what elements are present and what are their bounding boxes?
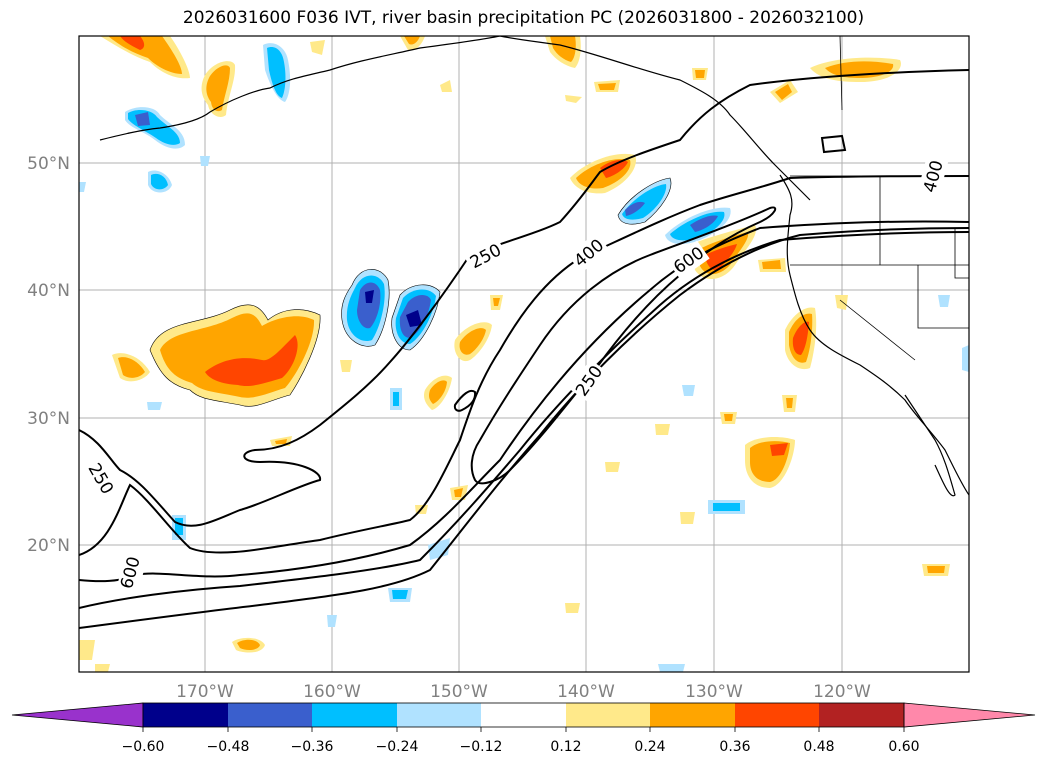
lon-label-130w: 130°W: [685, 682, 743, 702]
lon-label-160w: 160°W: [303, 682, 361, 702]
colorbar-swatch: [397, 703, 481, 727]
colorbar-swatch: [228, 703, 312, 727]
state-border-d: [839, 299, 916, 361]
lat-label-50n: 50°N: [27, 154, 70, 174]
state-border-e: [954, 227, 969, 279]
lon-label-170w: 170°W: [176, 682, 234, 702]
colorbar-tick-label: 0.36: [719, 739, 750, 755]
map-frame: [78, 35, 970, 673]
map-title: 2026031600 F036 IVT, river basin precipi…: [182, 8, 865, 28]
lat-label-40n: 40°N: [27, 281, 70, 301]
colorbar-extend-min: [11, 702, 144, 728]
colorbar-swatch: [566, 703, 650, 727]
colorbar: −0.60 −0.48 −0.36 −0.24 −0.12 0.12 0.24 …: [11, 702, 1036, 755]
contour-400: [79, 175, 969, 556]
colorbar-tick-label: −0.60: [122, 739, 165, 755]
contour-small-box: [820, 134, 847, 154]
colorbar-tick-label: 0.48: [803, 739, 834, 755]
coastlines: [99, 36, 969, 497]
alaska-border: [839, 36, 843, 111]
contour-250-inner: [470, 206, 777, 485]
colorbar-swatch: [735, 703, 819, 727]
lat-label-20n: 20°N: [27, 536, 70, 556]
ivt-contours: [79, 69, 969, 629]
colorbar-tick-label: 0.12: [550, 739, 581, 755]
colorbar-swatch: [312, 703, 397, 727]
pc-positive-shading: [79, 36, 950, 672]
aleutian-coast: [99, 36, 501, 141]
us-west-coast: [779, 174, 969, 496]
contour-250-north: [79, 69, 969, 527]
lon-label-140w: 140°W: [557, 682, 615, 702]
lon-labels: 170°W 160°W 150°W 140°W 130°W 120°W: [176, 682, 871, 702]
colorbar-swatch: [143, 703, 228, 727]
baja-coast: [904, 394, 956, 497]
colorbar-tick-label: −0.36: [291, 739, 334, 755]
colorbar-tick-label: 0.24: [634, 739, 665, 755]
pc-negative-shading: [79, 43, 969, 672]
colorbar-extend-max: [903, 702, 1036, 728]
colorbar-tick-label: 0.60: [888, 739, 919, 755]
lon-label-150w: 150°W: [430, 682, 488, 702]
alaska-coast: [499, 36, 811, 201]
state-border-c: [917, 265, 969, 329]
contour-small-loop: [453, 389, 477, 412]
colorbar-tick-label: −0.12: [460, 739, 503, 755]
contour-600-a: [79, 220, 969, 583]
colorbar-swatch: [481, 703, 566, 727]
lat-labels: 20°N 30°N 40°N 50°N: [27, 154, 70, 556]
lon-label-120w: 120°W: [813, 682, 871, 702]
contour-600-c: [79, 227, 969, 629]
colorbar-tick-label: −0.48: [207, 739, 250, 755]
colorbar-swatch: [819, 703, 904, 727]
colorbar-tick-label: −0.24: [376, 739, 419, 755]
lat-label-30n: 30°N: [27, 409, 70, 429]
colorbar-swatch: [650, 703, 735, 727]
